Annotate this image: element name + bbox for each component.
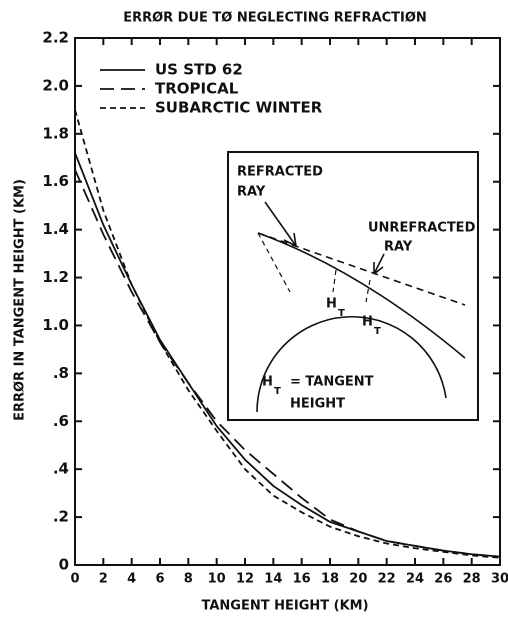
earth-arc (256, 315, 447, 413)
inset-label: RAY (384, 240, 413, 255)
x-tick-label: 10 (208, 572, 226, 587)
x-tick-label: 24 (406, 572, 424, 587)
inset-frame (227, 151, 479, 421)
inset-label: HEIGHT (290, 397, 345, 412)
inset: REFRACTED RAY UNREFRACTED RAY H T H T H … (227, 151, 479, 421)
series-line (74, 152, 501, 558)
inset-label: RAY (237, 185, 266, 200)
inset-label: T (338, 308, 345, 319)
x-tick-label: 26 (434, 572, 452, 587)
inset-label: REFRACTED (237, 165, 323, 180)
legend-label: TROPICAL (155, 80, 239, 98)
y-tick-label: 1.4 (42, 220, 69, 238)
inset-label: T (374, 326, 381, 337)
y-tick-label: .8 (53, 364, 69, 382)
x-tick-label: 30 (491, 572, 508, 587)
height-lines (257, 232, 371, 303)
y-tick-label: .2 (53, 508, 69, 526)
refracted-ray (257, 232, 466, 359)
x-tick-label: 28 (463, 572, 481, 587)
chart-title: ERRØR DUE TØ NEGLECTING REFRACTIØN (123, 11, 427, 26)
plot-frame (74, 37, 501, 566)
x-tick-label: 12 (236, 572, 254, 587)
inset-label: = TANGENT (290, 375, 374, 390)
x-tick-label: 0 (70, 572, 79, 587)
y-tick-label: 1.0 (42, 316, 69, 334)
x-tick-label: 18 (321, 572, 339, 587)
x-tick-label: 8 (184, 572, 193, 587)
x-tick-label: 6 (155, 572, 164, 587)
y-tick-label: 1.2 (42, 268, 69, 286)
y-tick-label: 1.8 (42, 124, 69, 142)
arrows (264, 201, 385, 275)
x-tick-label: 22 (378, 572, 396, 587)
x-axis-label: TANGENT HEIGHT (KM) (201, 599, 368, 614)
x-tick-label: 14 (264, 572, 282, 587)
legend-label: US STD 62 (155, 61, 243, 79)
y-tick-label: 2.0 (42, 76, 69, 94)
inset-label: H (362, 315, 373, 330)
y-tick-label: .4 (53, 460, 69, 478)
legend-label: SUBARCTIC WINTER (155, 99, 323, 117)
x-tick-label: 2 (99, 572, 108, 587)
x-tick-label: 20 (349, 572, 367, 587)
y-tick-label: 1.6 (42, 172, 69, 190)
x-tick-label: 4 (127, 572, 136, 587)
inset-label: T (274, 386, 281, 397)
inset-label: UNREFRACTED (368, 221, 476, 236)
y-tick-label: 0 (59, 556, 69, 574)
x-tick-label: 16 (293, 572, 311, 587)
y-tick-label: 2.2 (42, 29, 69, 47)
series-line (74, 169, 501, 558)
unrefracted-ray (257, 232, 466, 306)
inset-label: H (262, 375, 273, 390)
inset-label: H (326, 297, 337, 312)
y-axis-label: ERRØR IN TANGENT HEIGHT (KM) (13, 179, 28, 421)
y-tick-label: .6 (53, 412, 69, 430)
